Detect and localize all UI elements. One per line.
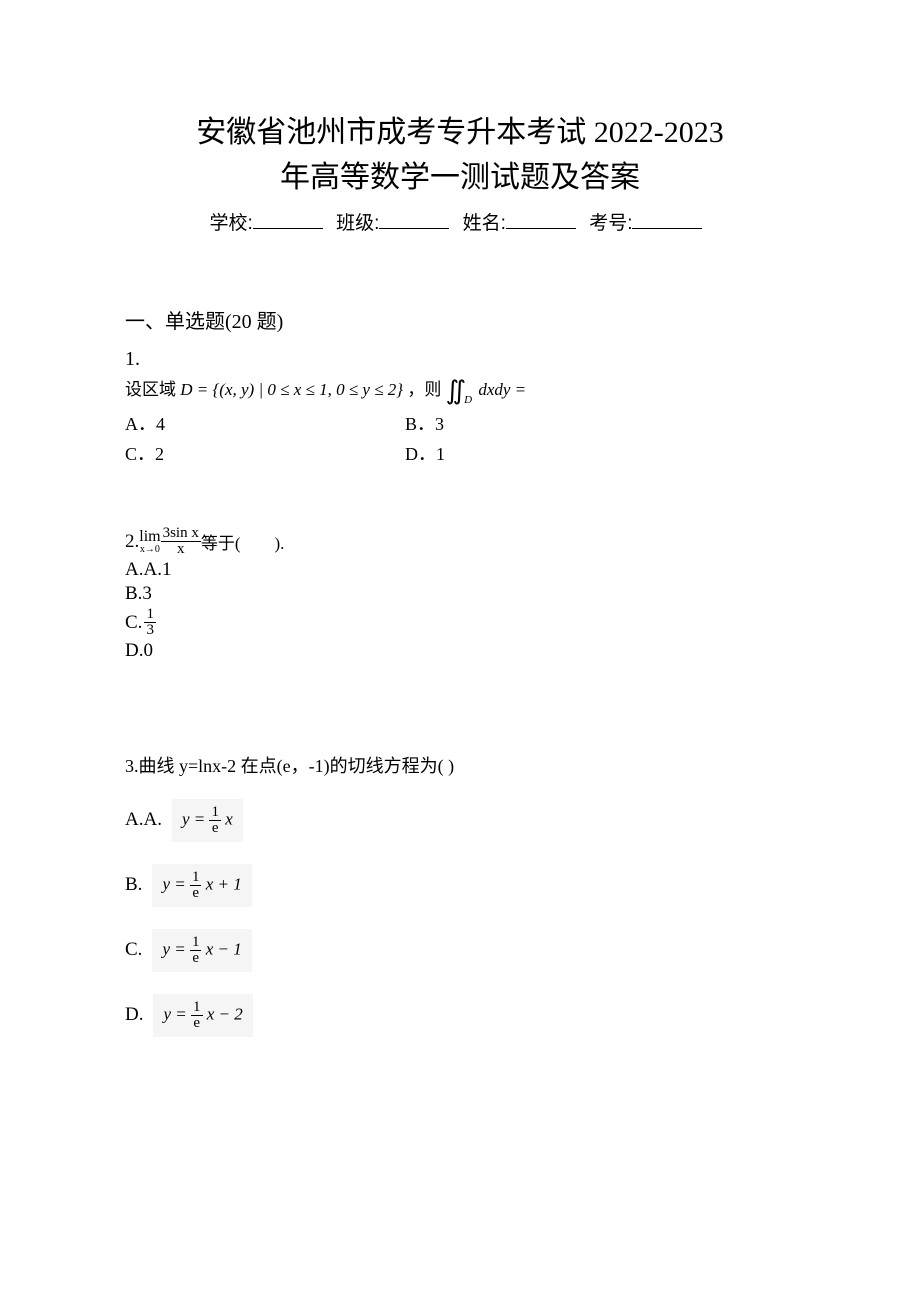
q1-stem: 设区域 D = {(x, y) | 0 ≤ x ≤ 1, 0 ≤ y ≤ 2} … (125, 375, 795, 406)
q3-option-a: A.A. y = 1 e x (125, 795, 795, 846)
exam-no-blank (632, 228, 702, 229)
q3-optb-den: e (190, 886, 202, 901)
q3-optb-frac: 1 e (190, 870, 202, 901)
q3-stem-text: 曲线 y=lnx-2 在点(e，-1)的切线方程为( ) (139, 756, 455, 776)
q3-optb-num: 1 (190, 870, 202, 886)
q3-optb-equation: y = 1 e x + 1 (152, 864, 251, 907)
q2-limit: lim x→0 (139, 529, 160, 555)
q2-number: 2. (125, 531, 139, 553)
q1-number: 1. (125, 348, 795, 371)
question-2: 2. lim x→0 3sin x x 等于( ). A.A.1 B.3 C. … (125, 526, 795, 662)
q3-opta-equation: y = 1 e x (172, 799, 243, 842)
q2-optc-num: 1 (144, 607, 156, 623)
q3-optd-prefix: D. (125, 1004, 143, 1026)
q3-option-b: B. y = 1 e x + 1 (125, 860, 795, 911)
q3-stem: 3.曲线 y=lnx-2 在点(e，-1)的切线方程为( ) (125, 752, 795, 781)
class-blank (379, 228, 449, 229)
q2-option-a: A.A.1 (125, 559, 795, 581)
q3-optd-num: 1 (191, 1000, 203, 1016)
q1-option-c: C．2 (125, 440, 405, 466)
name-label: 姓名: (463, 213, 506, 234)
q3-opta-prefix: A.A. (125, 809, 162, 831)
q3-optb-tail: x + 1 (206, 874, 242, 893)
q2-optc-den: 3 (144, 623, 156, 638)
q1-options-row-1: A．4 B．3 (125, 410, 795, 436)
q3-optd-lhs: y = (163, 1004, 191, 1023)
section-1-heading: 一、单选题(20 题) (125, 305, 795, 334)
q3-option-d: D. y = 1 e x − 2 (125, 990, 795, 1041)
q3-optc-lhs: y = (162, 939, 190, 958)
q1-stem-suffix: ，则 (407, 380, 445, 399)
school-label: 学校: (210, 213, 253, 234)
q3-optc-equation: y = 1 e x − 1 (152, 929, 251, 972)
q2-option-d: D.0 (125, 640, 795, 662)
q2-frac-num: 3sin x (161, 526, 201, 542)
q3-optc-frac: 1 e (190, 935, 202, 966)
q3-option-c: C. y = 1 e x − 1 (125, 925, 795, 976)
q1-options-row-2: C．2 D．1 (125, 440, 795, 466)
q3-opta-den: e (209, 821, 221, 836)
q3-optb-lhs: y = (162, 874, 190, 893)
q3-optc-prefix: C. (125, 939, 142, 961)
class-label: 班级: (336, 213, 379, 234)
q2-fraction: 3sin x x (161, 526, 201, 557)
q3-opta-num: 1 (209, 805, 221, 821)
q3-optb-prefix: B. (125, 874, 142, 896)
title-line-2: 年高等数学一测试题及答案 (125, 155, 795, 200)
q3-optc-den: e (190, 951, 202, 966)
q2-option-b: B.3 (125, 583, 795, 605)
q3-optd-frac: 1 e (191, 1000, 203, 1031)
question-3: 3.曲线 y=lnx-2 在点(e，-1)的切线方程为( ) A.A. y = … (125, 752, 795, 1041)
q3-optd-tail: x − 2 (207, 1004, 243, 1023)
q1-option-d: D．1 (405, 440, 685, 466)
q2-suffix: 等于( ). (201, 529, 285, 554)
q3-optd-den: e (191, 1016, 203, 1031)
q2-limit-top: lim (139, 529, 160, 545)
q1-set: D = {(x, y) | 0 ≤ x ≤ 1, 0 ≤ y ≤ 2} (180, 380, 403, 399)
q3-optc-num: 1 (190, 935, 202, 951)
q3-opta-frac: 1 e (209, 805, 221, 836)
q1-integrand: dxdy = (478, 380, 526, 399)
q2-optc-prefix: C. (125, 612, 142, 634)
school-blank (253, 228, 323, 229)
name-blank (506, 228, 576, 229)
q2-stem: 2. lim x→0 3sin x x 等于( ). (125, 526, 795, 557)
q1-option-b: B．3 (405, 410, 685, 436)
title-line-1: 安徽省池州市成考专升本考试 2022-2023 (125, 110, 795, 155)
q3-optc-tail: x − 1 (206, 939, 242, 958)
q2-option-c: C. 1 3 (125, 607, 795, 638)
q2-frac-den: x (161, 542, 201, 557)
integral-region-d: D (464, 394, 472, 406)
student-info-line: 学校: 班级: 姓名: 考号: (125, 208, 795, 235)
q3-opta-tail: x (225, 809, 233, 828)
exam-no-label: 考号: (589, 213, 632, 234)
q3-opta-lhs: y = (182, 809, 210, 828)
q2-limit-bot: x→0 (139, 545, 160, 555)
q1-stem-prefix: 设区域 (125, 380, 176, 399)
q3-optd-equation: y = 1 e x − 2 (153, 994, 252, 1037)
question-1: 1. 设区域 D = {(x, y) | 0 ≤ x ≤ 1, 0 ≤ y ≤ … (125, 348, 795, 466)
q2-optc-fraction: 1 3 (144, 607, 156, 638)
q1-option-a: A．4 (125, 410, 405, 436)
q3-number: 3. (125, 756, 139, 776)
